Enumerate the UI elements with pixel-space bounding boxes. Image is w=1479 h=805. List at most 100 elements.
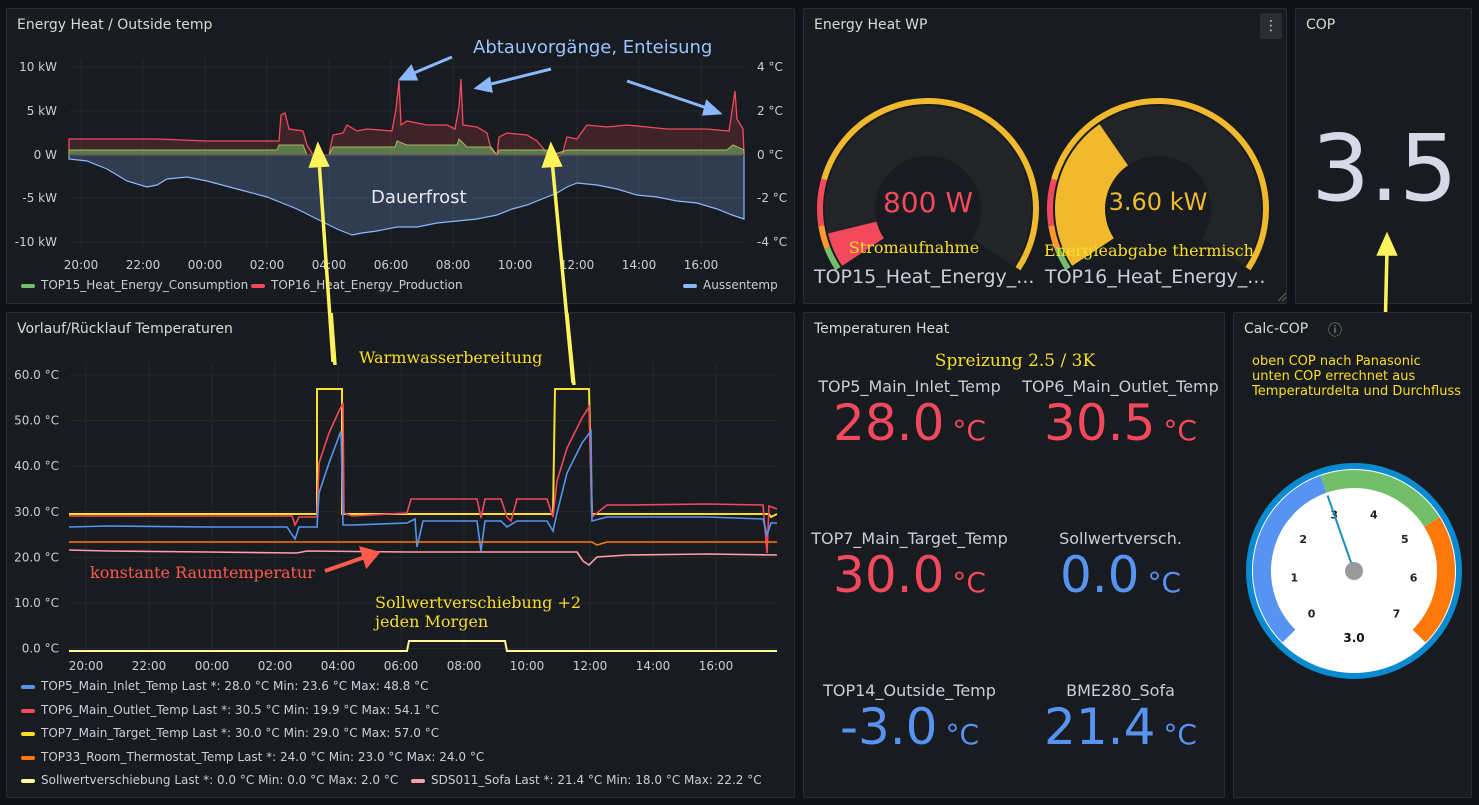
- legend-swatch: [411, 778, 425, 783]
- x-tick: 08:00: [436, 258, 471, 272]
- stat-label: TOP5_Main_Inlet_Temp: [818, 377, 1001, 396]
- dial-label: 2: [1299, 533, 1307, 546]
- legend-stats: Last *: 0.0 °C Min: 0.0 °C Max: 2.0 °C: [174, 773, 399, 787]
- stat-label: BME280_Sofa: [1066, 681, 1175, 700]
- stat-label: Sollwertversch.: [1059, 529, 1182, 548]
- legend-label: TOP33_Room_Thermostat_Temp: [41, 750, 238, 764]
- x-tick: 20:00: [69, 659, 104, 673]
- cop-value: 3.5: [1311, 115, 1458, 222]
- legend-swatch: [21, 778, 35, 783]
- stat-value: 30.0 °C: [833, 546, 986, 604]
- y-tick-left: -10 kW: [15, 235, 57, 249]
- y-tick-right: -4 °C: [757, 235, 787, 249]
- threshold-green: [824, 246, 841, 271]
- x-tick: 00:00: [188, 258, 223, 272]
- legend-label: TOP7_Main_Target_Temp: [41, 726, 193, 740]
- threshold-red: [817, 178, 828, 227]
- threshold-yellow: [1051, 98, 1269, 271]
- legend-item[interactable]: TOP5_Main_Inlet_Temp Last *: 28.0 °C Min…: [21, 679, 429, 693]
- y-tick: 0.0 °C: [22, 642, 59, 656]
- legend-stats: Last *: 24.0 °C Min: 23.0 °C Max: 24.0 °…: [237, 750, 485, 764]
- spreizung-subtitle: Spreizung 2.5 / 3K: [934, 351, 1096, 371]
- gauge-thermal-value: 3.60 kW: [1109, 188, 1208, 216]
- stat-item: TOP5_Main_Inlet_Temp 28.0 °C: [804, 377, 1015, 451]
- stat-value: 0.0 °C: [1059, 546, 1182, 604]
- stat-value: -3.0 °C: [839, 698, 980, 756]
- annotation-abtau: Abtauvorgänge, Enteisung: [473, 37, 712, 58]
- legend-consumption[interactable]: TOP15_Heat_Energy_Consumption: [21, 278, 248, 292]
- panel-menu-icon[interactable]: ⋮: [1260, 13, 1282, 39]
- y-tick: 30.0 °C: [14, 505, 59, 519]
- threshold-green: [1054, 246, 1071, 271]
- panel-title: Energy Heat / Outside temp: [17, 17, 213, 33]
- annotation-arrow-red: [324, 546, 381, 573]
- legend-aussentemp[interactable]: Aussentemp: [683, 278, 778, 292]
- legend-stats: Last *: 21.4 °C Min: 18.0 °C Max: 22.2 °…: [514, 773, 762, 787]
- legend-item[interactable]: TOP6_Main_Outlet_Temp Last *: 30.5 °C Mi…: [21, 703, 439, 717]
- dial-value: 3.0: [1343, 631, 1364, 645]
- y-tick-left: 0 W: [34, 148, 57, 162]
- threshold-orange: [1048, 225, 1061, 250]
- x-tick: 14:00: [622, 258, 657, 272]
- energy-heat-wp-panel: Energy Heat WP ⋮ 800 W 3.60 kW Stromaufn…: [803, 8, 1287, 304]
- threshold-orange: [818, 225, 831, 250]
- annotation-warmwasser: Warmwasserbereitung: [359, 348, 542, 367]
- threshold-yellow: [821, 98, 1039, 271]
- y-tick-right: 0 °C: [757, 148, 783, 162]
- cop-dial: 012345673.0: [1246, 463, 1462, 679]
- x-tick: 08:00: [447, 659, 482, 673]
- swatch-blue: [683, 283, 697, 288]
- annotation-dauerfrost: Dauerfrost: [371, 187, 467, 208]
- legend-production[interactable]: TOP16_Heat_Energy_Production: [251, 278, 463, 292]
- x-tick: 22:00: [126, 258, 161, 272]
- y-tick-left: -5 kW: [22, 191, 57, 205]
- legend-stats: Last *: 28.0 °C Min: 23.6 °C Max: 48.8 °…: [181, 679, 429, 693]
- legend-item[interactable]: TOP7_Main_Target_Temp Last *: 30.0 °C Mi…: [21, 726, 439, 740]
- gauge-thermal-name: TOP16_Heat_Energy_...: [1044, 266, 1265, 288]
- info-icon[interactable]: ⓘ: [1328, 323, 1342, 339]
- y-tick: 10.0 °C: [14, 596, 59, 610]
- stat-label: TOP6_Main_Outlet_Temp: [1022, 377, 1219, 396]
- x-tick: 16:00: [699, 659, 734, 673]
- y-tick: 60.0 °C: [14, 368, 59, 382]
- dial-label: 0: [1308, 607, 1316, 620]
- cop-panel: COP 3.5: [1295, 8, 1472, 304]
- dial-band-green: [1320, 470, 1440, 528]
- gauge-power-name: TOP15_Heat_Energy_...: [813, 266, 1034, 288]
- annotation-raumtemp: konstante Raumtemperatur: [90, 563, 315, 582]
- dial-label: 1: [1291, 572, 1299, 585]
- legend-swatch: [21, 755, 35, 760]
- dial-band-blue: [1253, 475, 1327, 643]
- energy-chart: 10 kW 4 °C 5 kW 2 °C 0 W 0 °C -5 kW -2 °C -10 kW…: [15, 37, 787, 272]
- stat-item: TOP6_Main_Outlet_Temp 30.5 °C: [1015, 377, 1226, 451]
- y-tick: 50.0 °C: [14, 414, 59, 428]
- dial-label: 4: [1370, 508, 1378, 521]
- gauge-fill: [1055, 124, 1129, 266]
- legend-item[interactable]: Sollwertverschiebung Last *: 0.0 °C Min:…: [21, 773, 398, 787]
- legend-item[interactable]: SDS011_Sofa Last *: 21.4 °C Min: 18.0 °C…: [411, 773, 762, 787]
- temperaturen-heat-panel: Temperaturen Heat Spreizung 2.5 / 3K TOP…: [803, 312, 1225, 798]
- annotation-sollwert-1: Sollwertverschiebung +2: [375, 593, 581, 612]
- legend-swatch: [21, 731, 35, 736]
- dial-needle: [1326, 495, 1355, 572]
- stat-label: TOP7_Main_Target_Temp: [811, 529, 1008, 548]
- resize-handle-icon[interactable]: [1277, 292, 1287, 302]
- x-tick: 00:00: [195, 659, 230, 673]
- x-tick: 10:00: [498, 258, 533, 272]
- dial-band-orange: [1412, 517, 1455, 643]
- legend-item[interactable]: TOP33_Room_Thermostat_Temp Last *: 24.0 …: [21, 750, 484, 764]
- legend-swatch: [21, 684, 35, 689]
- panel-title: Calc-COP: [1244, 321, 1309, 337]
- x-tick: 04:00: [321, 659, 356, 673]
- vorlauf-panel: Vorlauf/Rücklauf Temperaturen 60.0 °C 50.…: [6, 312, 795, 798]
- panel-title: COP: [1306, 17, 1336, 33]
- stat-value: 28.0 °C: [833, 394, 986, 452]
- annotation-arrows-blue: [397, 55, 723, 116]
- legend-swatch: [21, 708, 35, 713]
- x-tick: 10:00: [510, 659, 545, 673]
- gauge-power: [817, 98, 1039, 271]
- series-outlet: [69, 402, 778, 554]
- legend-label: TOP6_Main_Outlet_Temp: [41, 703, 193, 717]
- annotation-sollwert-2: jeden Morgen: [373, 612, 488, 631]
- x-tick: 12:00: [560, 258, 595, 272]
